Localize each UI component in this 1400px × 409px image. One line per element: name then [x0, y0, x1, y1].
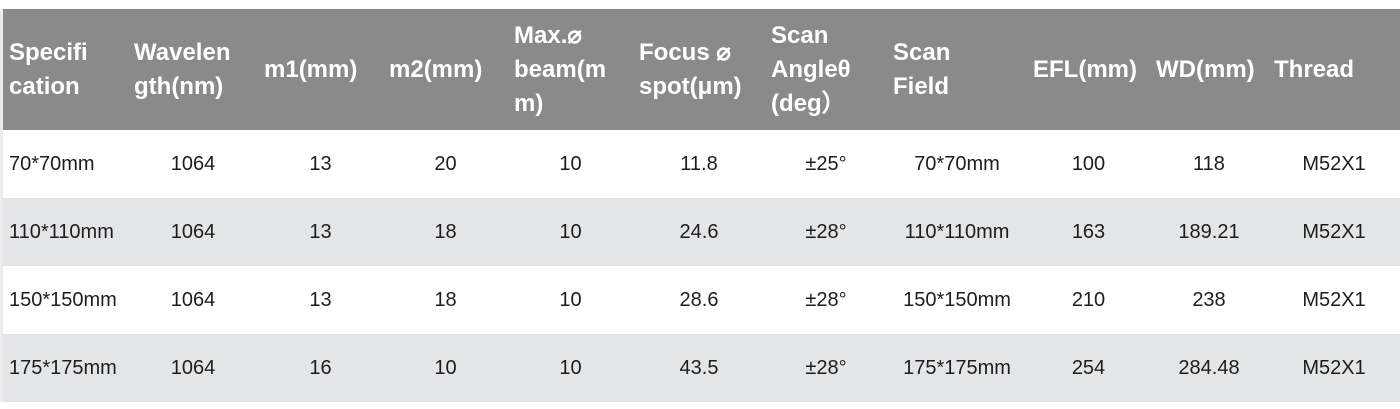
table-cell: 1064: [170, 288, 216, 311]
table-cell: 238: [1192, 288, 1226, 311]
table-cell: 13: [309, 220, 332, 243]
table-cell: 70*70mm: [9, 152, 95, 175]
table-cell: ±28°: [805, 220, 847, 243]
table-cell: 150*150mm: [903, 288, 1011, 311]
table-cell: 11.8: [680, 152, 718, 175]
column-header: m1(mm): [258, 9, 383, 130]
table-cell: 1064: [170, 356, 216, 379]
table-cell: M52X1: [1302, 220, 1366, 243]
table-cell: 284.48: [1178, 356, 1240, 379]
table-cell: 175*175mm: [9, 356, 117, 379]
column-header: Max.⌀ beam(mm): [508, 9, 633, 130]
table-cell: 24.6: [679, 220, 719, 243]
column-header: m2(mm): [383, 9, 508, 130]
table-cell: 118: [1193, 152, 1225, 175]
table-cell: ±28°: [805, 356, 847, 379]
table-row: 110*110mm 1064 13 18 10 24.6 ±28° 110*110mm 163 1…: [3, 198, 1400, 266]
column-header: Focus ⌀ spot(μm): [633, 9, 765, 130]
column-header: Thread: [1268, 9, 1400, 130]
table-cell: 70*70mm: [914, 152, 1000, 175]
table-cell: 18: [434, 288, 457, 311]
table-cell: M52X1: [1302, 152, 1366, 175]
table-cell: 100: [1071, 152, 1106, 175]
column-header: EFL(mm): [1027, 9, 1150, 130]
table-cell: 10: [559, 356, 582, 379]
table-cell: 10: [559, 152, 582, 175]
table-cell: 110*110mm: [9, 220, 114, 243]
table-cell: 13: [309, 288, 332, 311]
table-cell: 20: [434, 152, 457, 175]
table-cell: 150*150mm: [9, 288, 117, 311]
table-cell: 175*175mm: [903, 356, 1011, 379]
column-header: Scan Angleθ (deg）: [765, 9, 887, 130]
table-cell: 10: [559, 288, 582, 311]
column-header: Wavelength(nm): [128, 9, 258, 130]
column-header: WD(mm): [1150, 9, 1268, 130]
table-cell: 110*110mm: [904, 220, 1010, 243]
header-row: Specification Wavelength(nm) m1(mm) m2(mm) M…: [3, 9, 1400, 130]
table-cell: M52X1: [1302, 356, 1366, 379]
table-row: 150*150mm 1064 13 18 10 28.6 ±28° 150*150mm 210 2…: [3, 266, 1400, 334]
table-cell: ±25°: [805, 152, 847, 175]
table-cell: 18: [434, 220, 457, 243]
table-cell: 10: [559, 220, 582, 243]
table-cell: 10: [434, 356, 457, 379]
column-header: Scan Field: [887, 9, 1027, 130]
table-cell: 1064: [170, 220, 216, 243]
column-header: Specification: [3, 9, 128, 130]
spec-table-container: Specification Wavelength(nm) m1(mm) m2(mm) M…: [0, 9, 1400, 402]
table-cell: 1064: [170, 152, 216, 175]
table-row: 70*70mm 1064 13 20 10 11.8 ±25° 70*70mm 100 118 M5…: [3, 130, 1400, 198]
table-cell: M52X1: [1302, 288, 1366, 311]
table-cell: 28.6: [679, 288, 719, 311]
table-cell: 163: [1071, 220, 1106, 243]
table-cell: 43.5: [679, 356, 719, 379]
table-cell: 210: [1071, 288, 1106, 311]
table-body: 70*70mm 1064 13 20 10 11.8 ±25° 70*70mm 100 118 M5…: [3, 130, 1400, 402]
table-row: 175*175mm 1064 16 10 10 43.5 ±28° 175*175mm 254 2…: [3, 334, 1400, 402]
table-header: Specification Wavelength(nm) m1(mm) m2(mm) M…: [3, 9, 1400, 130]
table-cell: 189.21: [1178, 220, 1240, 243]
table-cell: 254: [1071, 356, 1106, 379]
table-cell: ±28°: [805, 288, 847, 311]
specification-table: Specification Wavelength(nm) m1(mm) m2(mm) M…: [3, 9, 1400, 402]
table-cell: 13: [309, 152, 332, 175]
table-cell: 16: [309, 356, 332, 379]
